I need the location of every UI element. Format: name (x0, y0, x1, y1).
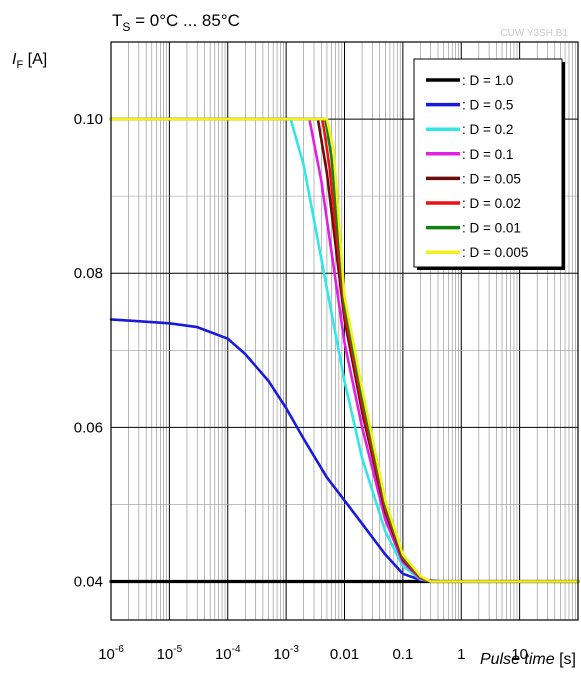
x-tick-label: 10-5 (157, 644, 183, 663)
watermark: CUW Y3SH.B1 (500, 28, 568, 39)
y-tick-label: 0.10 (74, 111, 103, 128)
legend-box (413, 58, 563, 268)
legend-label: : D = 0.5 (462, 98, 513, 113)
legend-label: : D = 0.05 (462, 171, 521, 186)
y-axis-label: IF [A] (12, 51, 47, 71)
series-line (109, 318, 580, 583)
chart-title: TS = 0°C ... 85°C (112, 11, 240, 34)
legend-label: : D = 0.02 (462, 196, 521, 211)
legend-label: : D = 0.01 (462, 221, 521, 236)
y-tick-label: 0.04 (74, 573, 103, 590)
x-tick-label: 10-6 (98, 644, 124, 663)
plot-frame (110, 41, 579, 621)
x-tick-label: 0.1 (392, 646, 413, 663)
series-group (109, 117, 580, 584)
legend-label: : D = 1.0 (462, 73, 513, 88)
tick-labels: 10-6 10-5 10-4 10-3 0.01 0.1 1 10 0.04 0.06 0.08 0.… (74, 111, 528, 663)
x-tick-label: 10 (511, 646, 528, 663)
y-tick-label: 0.06 (74, 419, 103, 436)
x-tick-label: 1 (457, 646, 465, 663)
series-line (109, 117, 580, 583)
x-axis-label: Pulse time [s] (480, 651, 576, 668)
x-tick-label: 10-3 (273, 644, 299, 663)
legend-label: : D = 0.005 (462, 245, 528, 260)
x-tick-label: 10-4 (215, 644, 241, 663)
y-tick-label: 0.08 (74, 265, 103, 282)
legend-label: : D = 0.2 (462, 122, 513, 137)
legend-label: : D = 0.1 (462, 147, 513, 162)
legend: : D = 1.0 : D = 0.5 : D = 0.2 : D = 0.1 : D … (413, 58, 565, 270)
x-tick-label: 0.01 (330, 646, 359, 663)
